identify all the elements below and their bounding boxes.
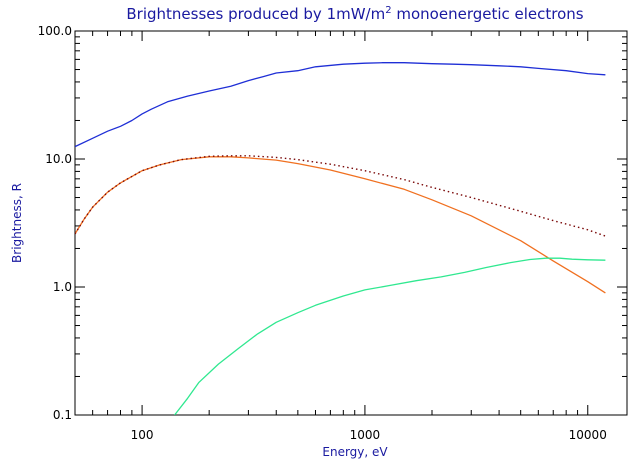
x-tick-label: 100	[131, 428, 154, 442]
series-line-3	[75, 155, 606, 237]
x-tick-label: 1000	[350, 428, 381, 442]
chart-title-main: Brightnesses produced by 1mW/m	[126, 5, 385, 23]
series-line-2	[75, 156, 606, 294]
plot-area: 100 1000 10000 0.1 1.0 10.0 100.0	[38, 24, 628, 442]
y-tick-label: 0.1	[53, 408, 72, 422]
chart-title-tail: monoenergetic electrons	[392, 5, 584, 23]
y-tick-label: 100.0	[38, 24, 72, 38]
chart-title: Brightnesses produced by 1mW/m2 monoener…	[126, 5, 583, 23]
series-line-1	[75, 62, 606, 148]
y-axis-label: Brightness, R	[10, 183, 24, 263]
y-tick-label: 1.0	[53, 280, 72, 294]
y-tick-label: 10.0	[45, 152, 72, 166]
chart-title-superscript: 2	[385, 5, 391, 16]
x-axis-label: Energy, eV	[322, 445, 388, 459]
x-tick-label: 10000	[569, 428, 607, 442]
series-line-4	[174, 257, 606, 415]
plot-frame	[74, 30, 628, 416]
